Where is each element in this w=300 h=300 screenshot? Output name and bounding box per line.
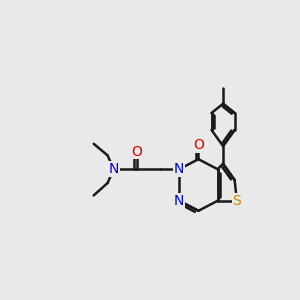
Text: S: S: [232, 194, 241, 208]
Text: N: N: [174, 162, 184, 176]
Text: N: N: [174, 194, 184, 208]
Text: O: O: [193, 138, 204, 152]
Text: O: O: [131, 145, 142, 158]
Text: N: N: [109, 162, 119, 176]
